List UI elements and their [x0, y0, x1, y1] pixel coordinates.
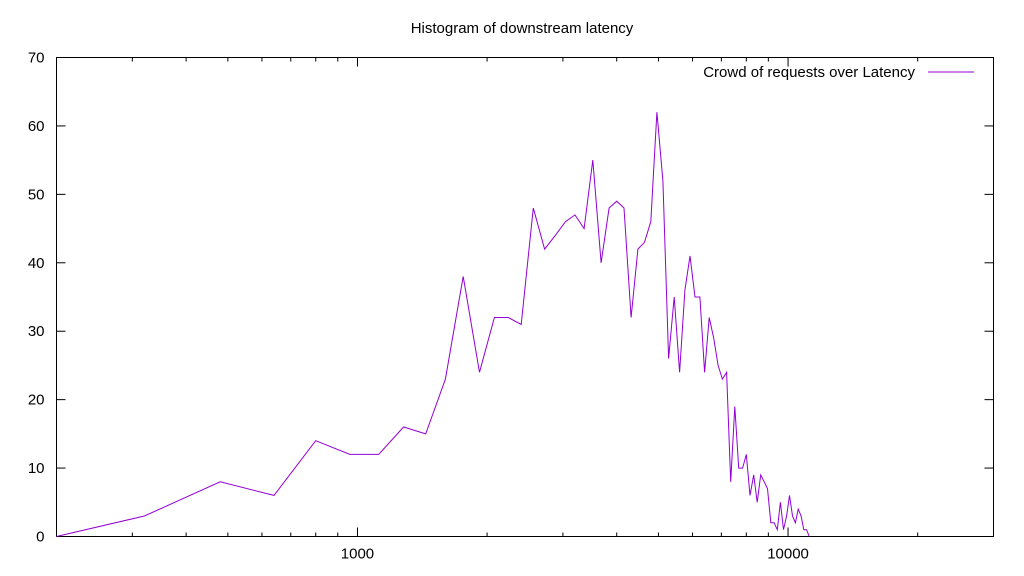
y-tick-label: 70: [28, 50, 45, 67]
y-tick-label: 0: [36, 529, 44, 546]
plot-frame: [56, 57, 994, 537]
chart-title: Histogram of downstream latency: [411, 20, 634, 37]
y-tick-label: 20: [28, 392, 45, 409]
legend: Crowd of requests over Latency: [703, 64, 974, 81]
y-tick-label: 30: [28, 323, 45, 340]
x-axis: 1000 10000: [131, 57, 919, 563]
x-tick-label: 10000: [767, 546, 809, 563]
y-tick-label: 40: [28, 255, 45, 272]
y-tick-label: 50: [28, 186, 45, 203]
y-axis: 0 10 20 30 40 50 60 70: [28, 50, 994, 546]
y-tick-label: 10: [28, 460, 45, 477]
x-tick-label: 1000: [341, 546, 374, 563]
legend-label: Crowd of requests over Latency: [703, 64, 915, 81]
series-line-crowd-of-requests: [56, 112, 810, 537]
y-tick-label: 60: [28, 118, 45, 135]
